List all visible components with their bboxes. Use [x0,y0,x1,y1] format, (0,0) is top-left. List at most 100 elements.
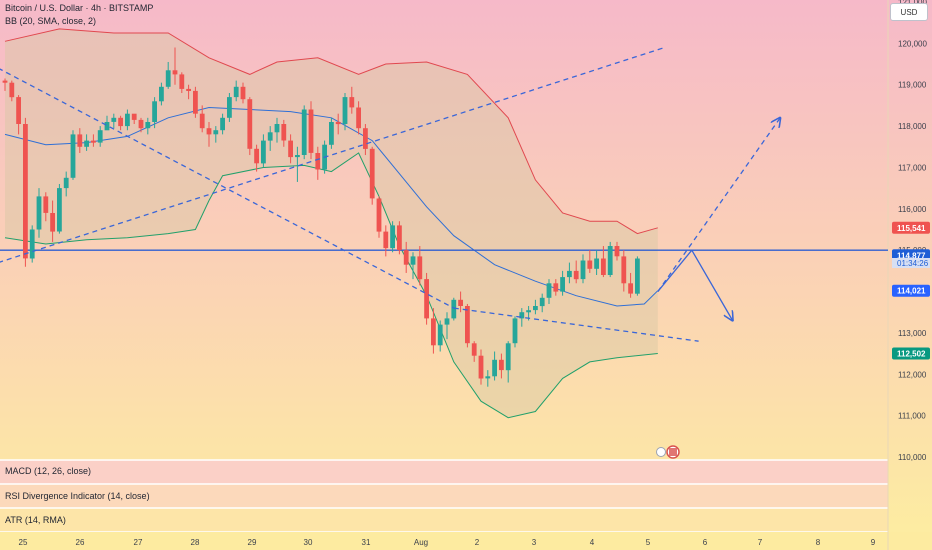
candle [84,140,89,147]
candle [63,177,69,189]
flag-icon-fill [669,448,677,456]
price-label: 114,021 [897,287,926,296]
candle [485,376,491,379]
candle [77,134,83,147]
time-tick-label: 5 [646,538,651,547]
candle [444,318,450,325]
time-tick-label: 26 [76,538,85,547]
candle [288,140,293,158]
candle [199,113,205,129]
candle [519,312,525,319]
price-label: 114,877 [897,251,926,260]
candle [437,324,443,346]
candle [104,122,110,131]
price-tick-label: 118,000 [898,122,927,131]
candle [424,279,429,319]
event-icon [656,447,666,457]
countdown-label-bg [892,258,930,268]
candle [526,310,531,313]
candle [159,86,164,102]
candle [138,119,144,129]
candle [594,258,599,269]
symbol-legend[interactable]: Bitcoin / U.S. Dollar · 4h · BITSTAMP [5,3,154,13]
time-tick-label: 7 [758,538,763,547]
indicator-pane-bg [0,484,888,508]
candle [397,225,402,251]
price-tick-label: 116,000 [898,205,927,214]
candle [478,355,484,379]
bollinger-upper-line [4,28,658,235]
candle [281,124,287,141]
bollinger-band-fill [5,28,658,418]
candle [70,134,76,178]
atr-pane-label[interactable]: ATR (14, RMA) [5,515,66,525]
time-tick-label: 25 [19,538,28,547]
candle [431,318,436,346]
time-tick-label: 31 [362,538,371,547]
indicator-pane-bg [0,460,888,484]
time-tick-label: 27 [134,538,143,547]
candle [227,97,232,118]
candle [131,113,137,120]
candle [458,299,463,306]
candle [417,256,423,280]
candle [451,299,457,319]
indicator-pane-bg [0,508,888,532]
candle [57,188,62,232]
candle [308,109,314,153]
candle [499,359,504,371]
candle [315,153,321,170]
candle [261,140,266,164]
candle [9,82,15,98]
candle [607,246,613,275]
currency-button[interactable]: USD [890,3,928,21]
candle [213,130,219,135]
candle [295,155,300,158]
price-tick-label: 119,000 [898,81,927,90]
candle [505,343,511,371]
candle [363,128,368,149]
candle [29,229,35,259]
candle [356,107,361,129]
candle [193,90,198,114]
candle [329,122,334,145]
time-tick-label: 9 [871,538,876,547]
candle [179,74,185,89]
candle [512,318,518,344]
time-tick-label: 4 [590,538,595,547]
forecast-arrow [691,249,733,320]
candle [165,70,171,87]
time-tick-label: 28 [191,538,200,547]
candle [50,213,55,232]
price-tick-label: 117,000 [898,164,927,173]
candle [267,132,273,141]
candle [111,117,117,122]
rsi-pane-label[interactable]: RSI Divergence Indicator (14, close) [5,491,150,501]
candle [403,250,409,265]
candle [43,196,49,213]
time-tick-label: 29 [248,538,257,547]
candle [247,99,253,149]
time-axis-bg [0,532,932,550]
price-tick-label: 110,000 [898,453,927,462]
bollinger-legend[interactable]: BB (20, SMA, close, 2) [5,16,97,26]
candle [335,122,341,125]
candle [410,256,416,265]
candle [274,124,280,133]
candle [533,306,538,311]
price-label-bg [892,284,930,297]
candle [301,109,307,155]
price-label: 115,541 [897,224,926,233]
candle [118,117,123,127]
candle [573,270,579,280]
macd-pane-label[interactable]: MACD (12, 26, close) [5,466,92,476]
time-tick-label: Aug [414,538,428,547]
candle [145,122,151,129]
candle [376,198,382,232]
trendline [0,68,455,309]
candle [601,258,606,275]
time-tick-label: 30 [304,538,313,547]
